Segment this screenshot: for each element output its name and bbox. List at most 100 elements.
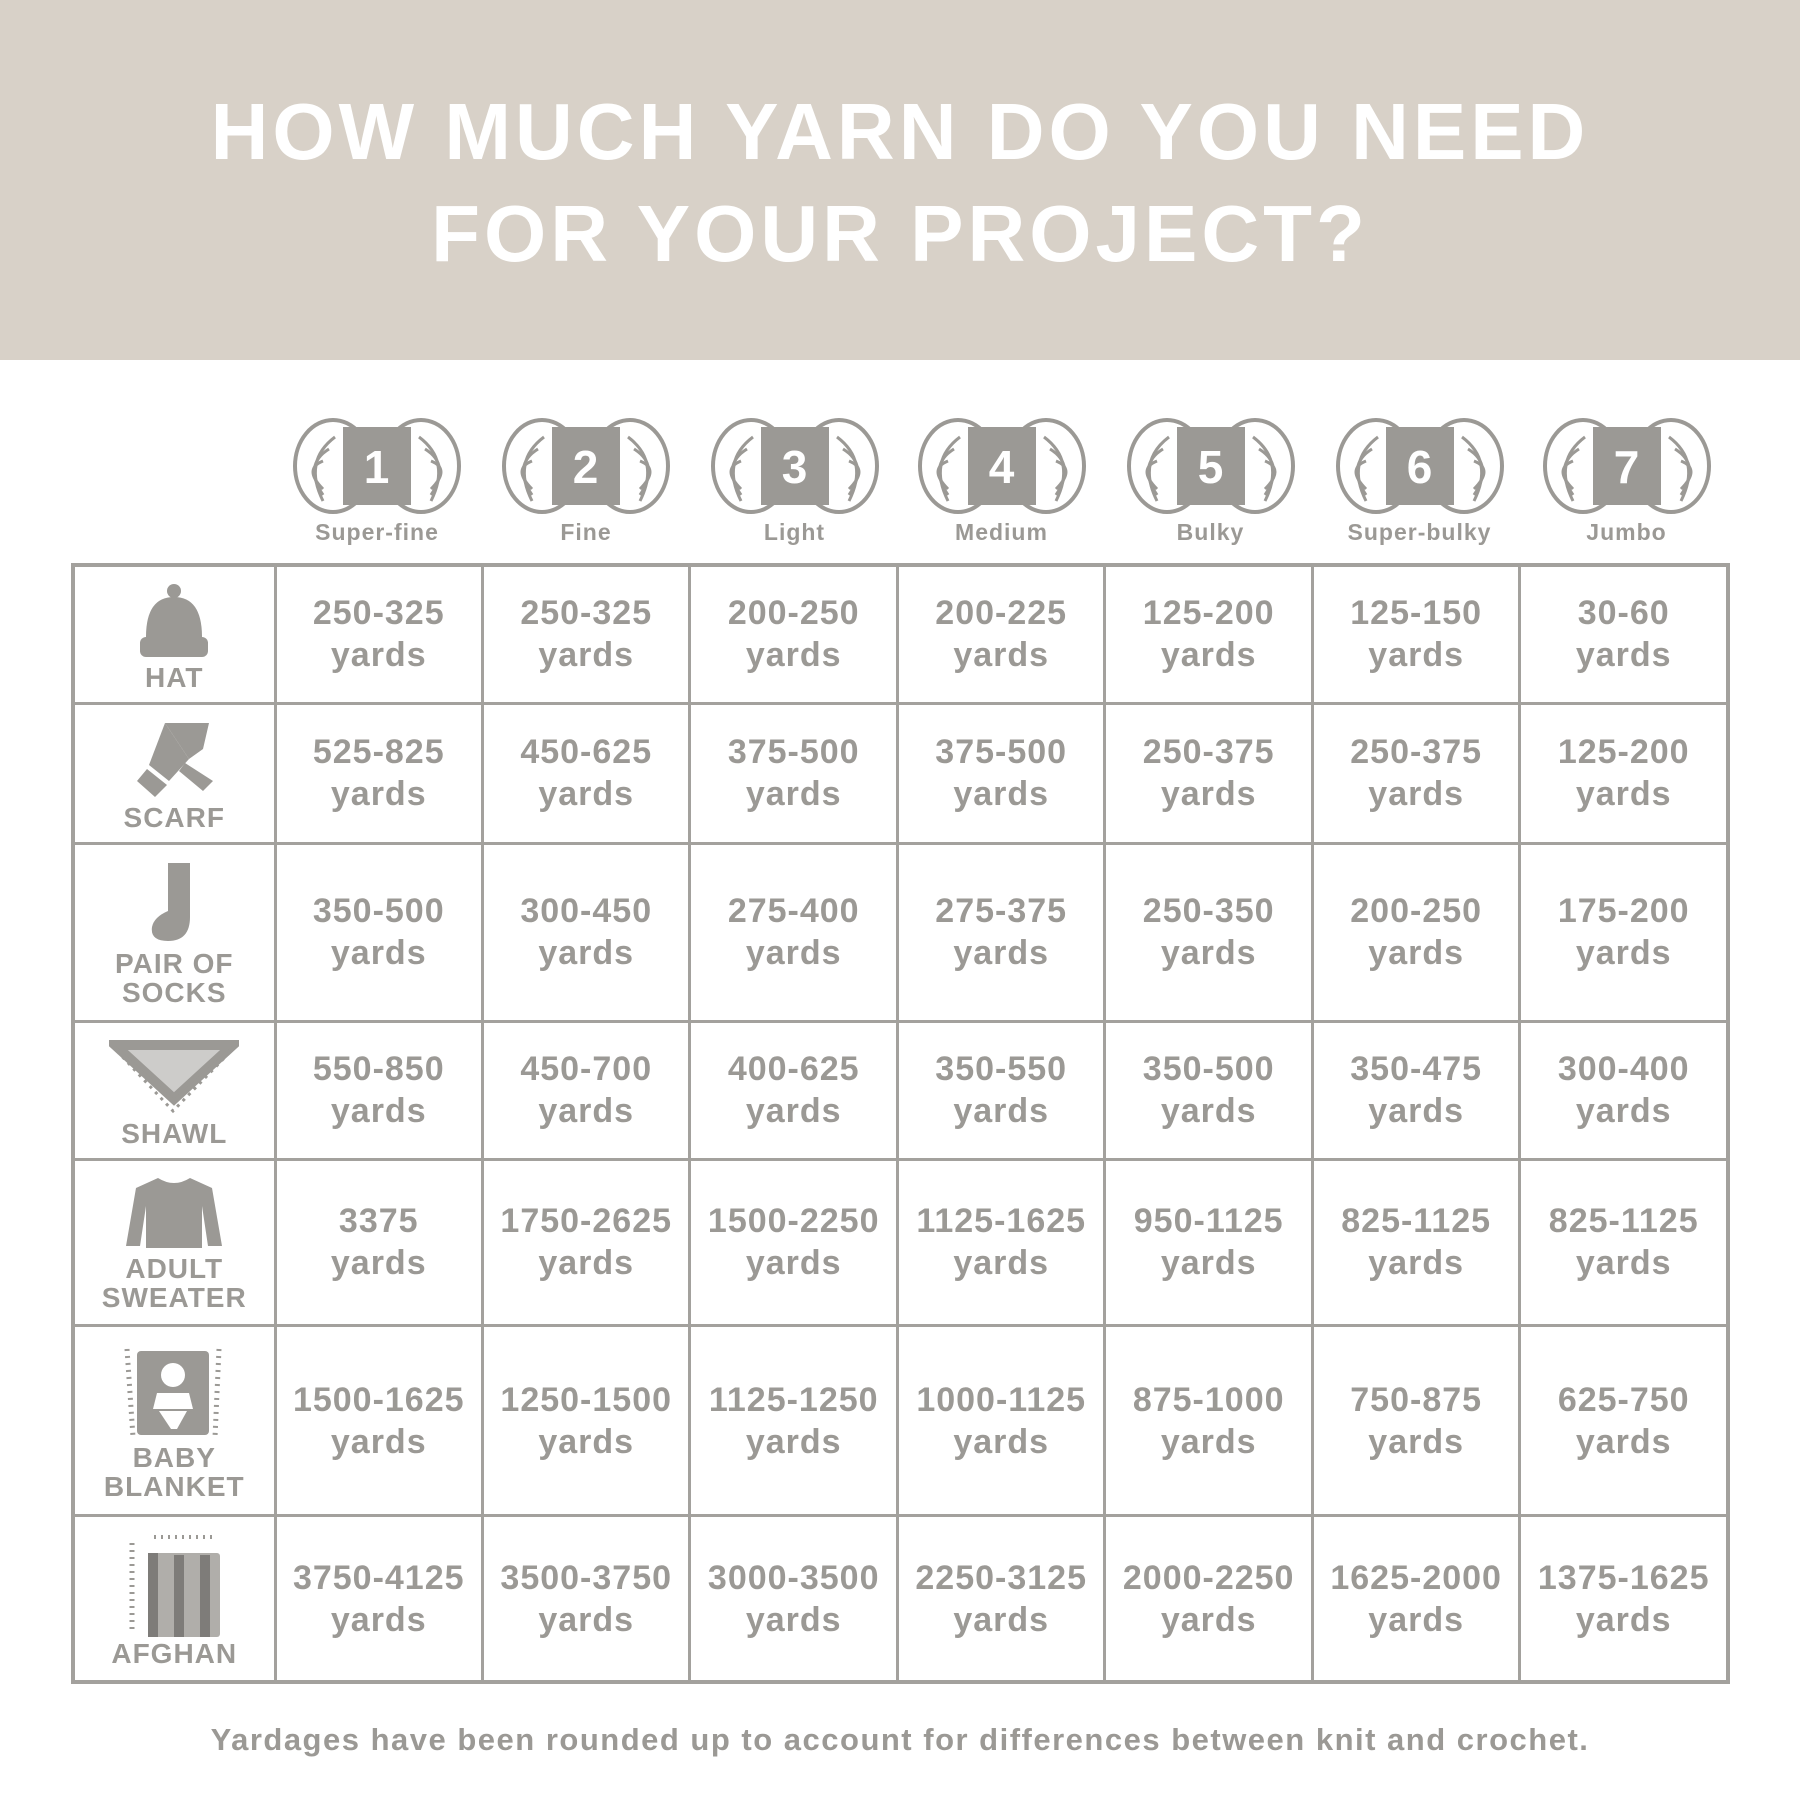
project-cell: SCARF [71,701,277,845]
yardage-cell: 250-375 yards [1310,701,1522,845]
yardage-unit: yards [745,1600,842,1639]
yardage-value: 1125-1250 [708,1380,879,1419]
yardage-unit: yards [1160,1244,1257,1283]
skein-icon: 4 [917,417,1086,521]
yardage-cell: 3000-3500 yards [688,1514,899,1684]
yardage-unit: yards [330,1244,427,1283]
yardage-value: 550-850 [312,1050,445,1089]
yardage-value: 450-625 [520,733,653,772]
svg-text:6: 6 [1406,441,1433,493]
project-label: SHAWL [121,1117,228,1149]
yardage-cell: 450-700 yards [480,1019,692,1161]
yardage-cell: 750-875 yards [1310,1324,1522,1518]
yardage-unit: yards [1368,636,1465,675]
yardage-unit: yards [1368,775,1465,814]
yardage-value: 125-200 [1142,594,1275,633]
svg-text:5: 5 [1197,441,1224,493]
yardage-cell: 1125-1625 yards [895,1157,1107,1328]
yardage-cell: 3500-3750 yards [480,1514,692,1684]
yardage-cell: 375-500 yards [895,701,1107,845]
yardage-value: 275-400 [727,892,860,931]
yardage-value: 3500-3750 [500,1558,673,1597]
yardage-cell: 275-375 yards [895,841,1107,1023]
yardage-unit: yards [745,1092,842,1131]
yarn-weight-7: 7 Jumbo [1523,417,1730,546]
yardage-value: 250-375 [1142,733,1275,772]
yardage-unit: yards [330,775,427,814]
yardage-unit: yards [1575,636,1672,675]
yardage-unit: yards [745,775,842,814]
project-cell: PAIR OF SOCKS [71,841,277,1023]
yardage-unit: yards [538,1244,635,1283]
yardage-value: 125-150 [1350,594,1483,633]
yardage-unit: yards [953,934,1050,973]
yardage-unit: yards [1160,636,1257,675]
yardage-value: 875-1000 [1132,1380,1285,1419]
yardage-value: 750-875 [1350,1380,1483,1419]
weight-label: Jumbo [1586,519,1667,545]
project-cell: AFGHAN [71,1514,277,1684]
yardage-unit: yards [538,775,635,814]
svg-text:3: 3 [781,441,808,493]
weight-label: Medium [955,519,1048,545]
yardage-value: 200-225 [935,594,1068,633]
yardage-value: 200-250 [1350,892,1483,931]
yardage-cell: 825-1125 yards [1518,1157,1730,1328]
svg-text:1: 1 [364,441,391,493]
afghan-icon [75,1533,274,1638]
yardage-unit: yards [538,1422,635,1461]
project-label: BABY BLANKET [103,1441,245,1502]
yardage-value: 2250-3125 [915,1558,1087,1597]
yardage-cell: 1750-2625 yards [480,1157,692,1328]
skein-icon: 6 [1335,417,1504,521]
yardage-unit: yards [330,1092,427,1131]
skein-icon: 7 [1542,417,1711,521]
yardage-cell: 300-400 yards [1518,1019,1730,1161]
yardage-value: 1000-1125 [916,1380,1087,1419]
yarn-weight-2: 2 Fine [481,418,691,546]
table-row: PAIR OF SOCKS 350-500 yards 300-450 yards 275-… [71,841,1730,1023]
yardage-cell: 2250-3125 yards [895,1514,1107,1684]
yardage-cell: 1250-1500 yards [480,1324,692,1518]
yarn-weight-1: 1 Super-fine [273,418,481,546]
yardage-cell: 1375-1625 yards [1518,1514,1730,1684]
yardage-unit: yards [1575,1600,1672,1639]
yardage-unit: yards [1575,1244,1672,1283]
yarn-weight-3: 3 Light [691,418,898,546]
weight-label: Fine [560,519,612,545]
yardage-cell: 1000-1125 yards [895,1324,1107,1518]
yardage-value: 450-700 [520,1050,653,1089]
yardage-unit: yards [953,1422,1050,1461]
yarn-weight-6: 6 Super-bulky [1316,417,1523,546]
yardage-unit: yards [1160,1092,1257,1131]
yardage-unit: yards [745,934,842,973]
yardage-value: 825-1125 [1548,1202,1699,1241]
yardage-value: 1500-2250 [707,1202,880,1241]
yardage-value: 350-500 [312,892,445,931]
yardage-cell: 1625-2000 yards [1310,1514,1522,1684]
yardage-cell: 2000-2250 yards [1103,1514,1314,1684]
yardage-cell: 625-750 yards [1518,1324,1730,1518]
yardage-unit: yards [538,636,635,675]
yardage-value: 1750-2625 [500,1202,673,1241]
weight-label: Light [763,519,826,545]
yardage-value: 125-200 [1557,733,1690,772]
yardage-unit: yards [1368,1244,1465,1283]
weight-label: Super-fine [315,519,439,545]
yardage-cell: 350-550 yards [895,1019,1107,1161]
yardage-unit: yards [1575,934,1672,973]
yardage-cell: 950-1125 yards [1103,1157,1314,1328]
yardage-unit: yards [745,636,842,675]
yardage-cell: 350-475 yards [1310,1019,1522,1161]
yardage-unit: yards [330,934,427,973]
project-label: ADULT SWEATER [101,1253,247,1314]
project-cell: ADULT SWEATER [71,1157,277,1328]
project-cell: HAT [71,563,277,705]
yardage-value: 30-60 [1577,594,1670,633]
yardage-unit: yards [538,1600,635,1639]
table-row: SCARF 525-825 yards 450-625 yards 375-500 yard… [71,701,1730,845]
yardage-value: 250-350 [1142,892,1275,931]
title-banner: HOW MUCH YARN DO YOU NEED FOR YOUR PROJE… [0,0,1800,360]
footnote: Yardages have been rounded up to account… [210,1722,1590,1757]
yardage-value: 1500-1625 [292,1380,465,1419]
